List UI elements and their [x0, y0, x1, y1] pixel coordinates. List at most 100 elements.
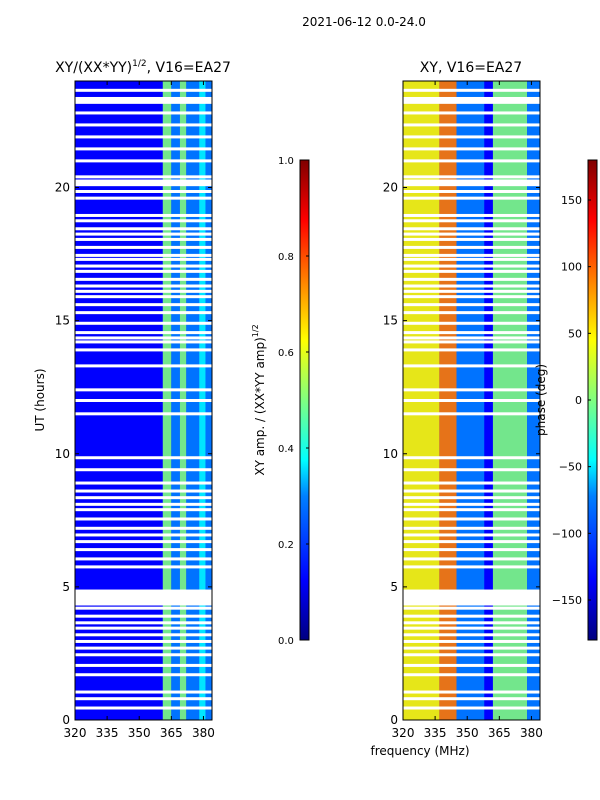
panel1-flag-row-37 [75, 303, 212, 307]
panel2-flag-row-39 [403, 289, 540, 293]
panel1-flag-row-15 [75, 548, 212, 552]
panel1-flag-row-21 [75, 502, 212, 506]
panel2-flag-row-21 [403, 502, 540, 506]
panel1-flag-row-10 [75, 621, 212, 625]
panel2-flag-row-28 [403, 399, 540, 402]
panel1-x-ticks: 320 335 350 365 380 [64, 81, 215, 740]
panel1-flag-row-28 [75, 399, 212, 402]
panel1-flag-row-35 [75, 321, 212, 325]
panel2-flag-row-24 [403, 481, 540, 485]
panel2-ytick-label-0: 0 [390, 713, 398, 727]
panel1-flag-row-36 [75, 311, 212, 315]
panel1-title-rest: , V16=EA27 [147, 60, 231, 76]
panel2-flag-row-7 [403, 639, 540, 643]
colorbar2-tick-label-2: −50 [559, 461, 582, 474]
panel2-flag-row-9 [403, 626, 540, 630]
panel1-flag-row-3 [75, 673, 212, 677]
panel1-flag-row-48 [75, 232, 212, 236]
panel2-flag-row-46 [403, 245, 540, 249]
colorbar2-tick-label-4: 50 [568, 327, 582, 340]
panel1-flag-row-7 [75, 639, 212, 643]
panel2-xtick-label-320: 320 [392, 726, 415, 740]
panel1-xtick-label-365: 365 [160, 726, 183, 740]
panel2-flag-row-43 [403, 264, 540, 268]
panel2-flag-row-31 [403, 348, 540, 352]
panel1-flag-row-52 [75, 196, 212, 200]
panel2-flag-row-59 [403, 111, 540, 115]
x-axis-label: frequency (MHz) [370, 744, 469, 758]
panel1-flag-row-39 [75, 289, 212, 293]
panel2-ytick-label-20: 20 [383, 181, 398, 195]
panel1-flag-row-61 [75, 88, 212, 92]
panel1-flag-row-25 [75, 468, 212, 472]
panel2-flag-row-5 [403, 653, 540, 657]
panel1-flag-row-43 [75, 264, 212, 268]
panel2-flag-row-1 [403, 697, 540, 701]
colorbar1-tick-label-4: 0.8 [278, 252, 294, 263]
panel2-flag-row-13 [403, 565, 540, 569]
panel1-flag-row-1 [75, 697, 212, 701]
panel1-flag-row-47 [75, 237, 212, 241]
panel2-flag-row-12 [403, 606, 540, 610]
colorbar2-label: phase (deg) [534, 364, 548, 436]
panel2-flag-row-41 [403, 277, 540, 281]
colorbar1-tick-label-0: 0.0 [278, 636, 294, 647]
panel1-ytick-label-10: 10 [55, 447, 70, 461]
panel2-flag-block-0 [403, 589, 540, 606]
panel1-flag-row-34 [75, 331, 212, 335]
panel2-flag-row-53 [403, 189, 540, 193]
panel1-flag-row-19 [75, 517, 212, 521]
panel2-flag-row-8 [403, 633, 540, 637]
panel2-flag-row-35 [403, 321, 540, 325]
panel2-flag-row-57 [403, 135, 540, 139]
panel2-flag-row-37 [403, 303, 540, 307]
panel2-flag-row-42 [403, 269, 540, 273]
figure-suptitle: 2021-06-12 0.0-24.0 [302, 15, 426, 29]
panel2-ytick-label-15: 15 [383, 314, 398, 328]
panel2-flag-row-36 [403, 311, 540, 315]
panel1-flag-row-38 [75, 295, 212, 299]
panel1-flag-row-30 [75, 364, 212, 368]
panel1-title: XY/(XX*YY)1/2, V16=EA27 [55, 59, 231, 76]
panel2-flag-block-1 [403, 179, 540, 187]
panel2-flag-row-58 [403, 123, 540, 127]
colorbar1-label: XY amp. / (XX*YY amp)1/2 [251, 324, 267, 475]
panel1-flag-row-44 [75, 257, 212, 261]
panel2-flag-row-10 [403, 621, 540, 625]
panel1-xtick-label-320: 320 [64, 726, 87, 740]
colorbar1-tick-label-3: 0.6 [278, 348, 294, 359]
colorbar1-gradient [299, 159, 310, 641]
panel1-flag-row-6 [75, 646, 212, 650]
panel2-flag-row-51 [403, 213, 540, 217]
panel2-flag-row-4 [403, 663, 540, 667]
panel2-flag-row-50 [403, 219, 540, 223]
panel2-flag-row-20 [403, 508, 540, 512]
panel1-flag-block-0 [75, 589, 212, 606]
panel1-ytick-label-0: 0 [62, 713, 70, 727]
panel1-flag-row-49 [75, 227, 212, 231]
panel1-flag-row-23 [75, 489, 212, 493]
panel2-flag-row-15 [403, 548, 540, 552]
panel2-flag-row-56 [403, 147, 540, 151]
panel2-flag-row-2 [403, 690, 540, 694]
panel1-flag-row-59 [75, 111, 212, 115]
panel1-flag-row-41 [75, 277, 212, 281]
y-axis-label: UT (hours) [33, 368, 47, 431]
panel1-ytick-label-15: 15 [55, 314, 70, 328]
panel2-flag-row-61 [403, 88, 540, 92]
panel2-flag-row-45 [403, 253, 540, 257]
panel2-ytick-label-10: 10 [383, 447, 398, 461]
colorbar2-tick-label-6: 150 [561, 194, 582, 207]
panel1-flag-row-40 [75, 284, 212, 288]
panel2-title: XY, V16=EA27 [420, 60, 522, 76]
colorbar2-tick-label-3: 0 [575, 394, 582, 407]
panel1-flag-block-1 [75, 179, 212, 187]
panel1-flag-row-12 [75, 606, 212, 610]
panel2-flag-row-0 [403, 706, 540, 710]
panel1-title-main: XY/(XX*YY) [55, 60, 132, 76]
panel1-y-ticks: 0 5 10 15 20 [55, 181, 212, 727]
panel1-flag-row-16 [75, 540, 212, 544]
panel1-flag-row-46 [75, 245, 212, 249]
panel1-flag-row-22 [75, 496, 212, 500]
